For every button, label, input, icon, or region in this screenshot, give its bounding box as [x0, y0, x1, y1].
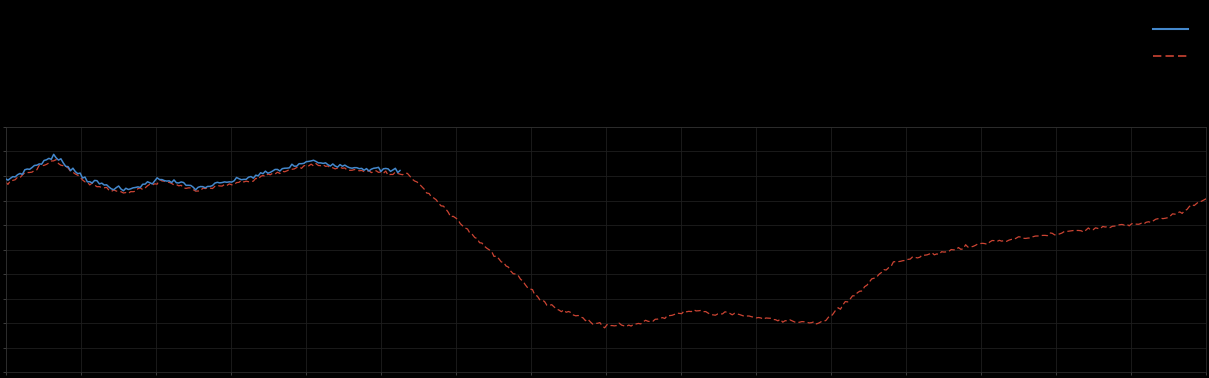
Legend: , : ,	[1153, 23, 1199, 64]
